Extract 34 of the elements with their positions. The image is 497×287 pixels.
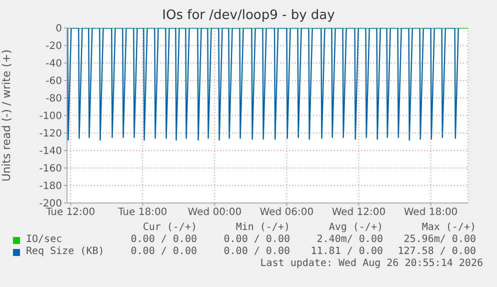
text: 0.00 / 0.00 — [130, 234, 197, 245]
text: 127.58 / 0.00 — [398, 246, 476, 257]
text: Min (-/+) — [236, 222, 290, 233]
y-tick-label: 0 — [56, 24, 62, 35]
y-tick-label: -40 — [46, 58, 62, 70]
y-axis-title: Units read (-) / write (+) — [0, 49, 13, 182]
text: 25.96m/ 0.00 — [404, 234, 476, 245]
y-tick-label: -100 — [39, 111, 62, 122]
y-tick-label: -20 — [46, 41, 62, 52]
legend-label: IO/sec — [26, 234, 62, 245]
y-tick-label: -140 — [39, 146, 62, 158]
x-tick-label: Wed 00:00 — [188, 207, 242, 218]
x-tick-label: Wed 18:00 — [404, 207, 458, 218]
y-tick-label: -180 — [39, 181, 62, 192]
chart-title: IOs for /dev/loop9 - by day — [161, 8, 336, 23]
y-tick-label: -80 — [46, 94, 62, 105]
text: Max (-/+) — [422, 222, 476, 233]
y-tick-label: -60 — [46, 76, 62, 88]
x-tick-label: Tue 12:00 — [45, 207, 96, 218]
y-tick-label: -120 — [39, 128, 62, 140]
x-tick-label: Wed 06:00 — [260, 207, 314, 218]
text: 0.00 / 0.00 — [224, 246, 290, 257]
text: Cur (-/+) — [142, 222, 197, 233]
text: Last update: Wed Aug 26 20:55:14 2026 — [260, 258, 483, 269]
text: Avg (-/+) — [328, 222, 383, 233]
legend-label: Req Size (KB) — [26, 246, 104, 257]
text: 11.81 / 0.00 — [310, 246, 383, 257]
y-tick-label: -160 — [39, 164, 62, 175]
x-tick-label: Tue 18:00 — [117, 207, 168, 218]
x-tick-label: Wed 12:00 — [332, 207, 386, 218]
text: 0.00 / 0.00 — [224, 234, 290, 245]
text: 2.40m/ 0.00 — [316, 234, 383, 245]
line-series — [67, 28, 459, 141]
text: 0.00 / 0.00 — [130, 246, 197, 257]
